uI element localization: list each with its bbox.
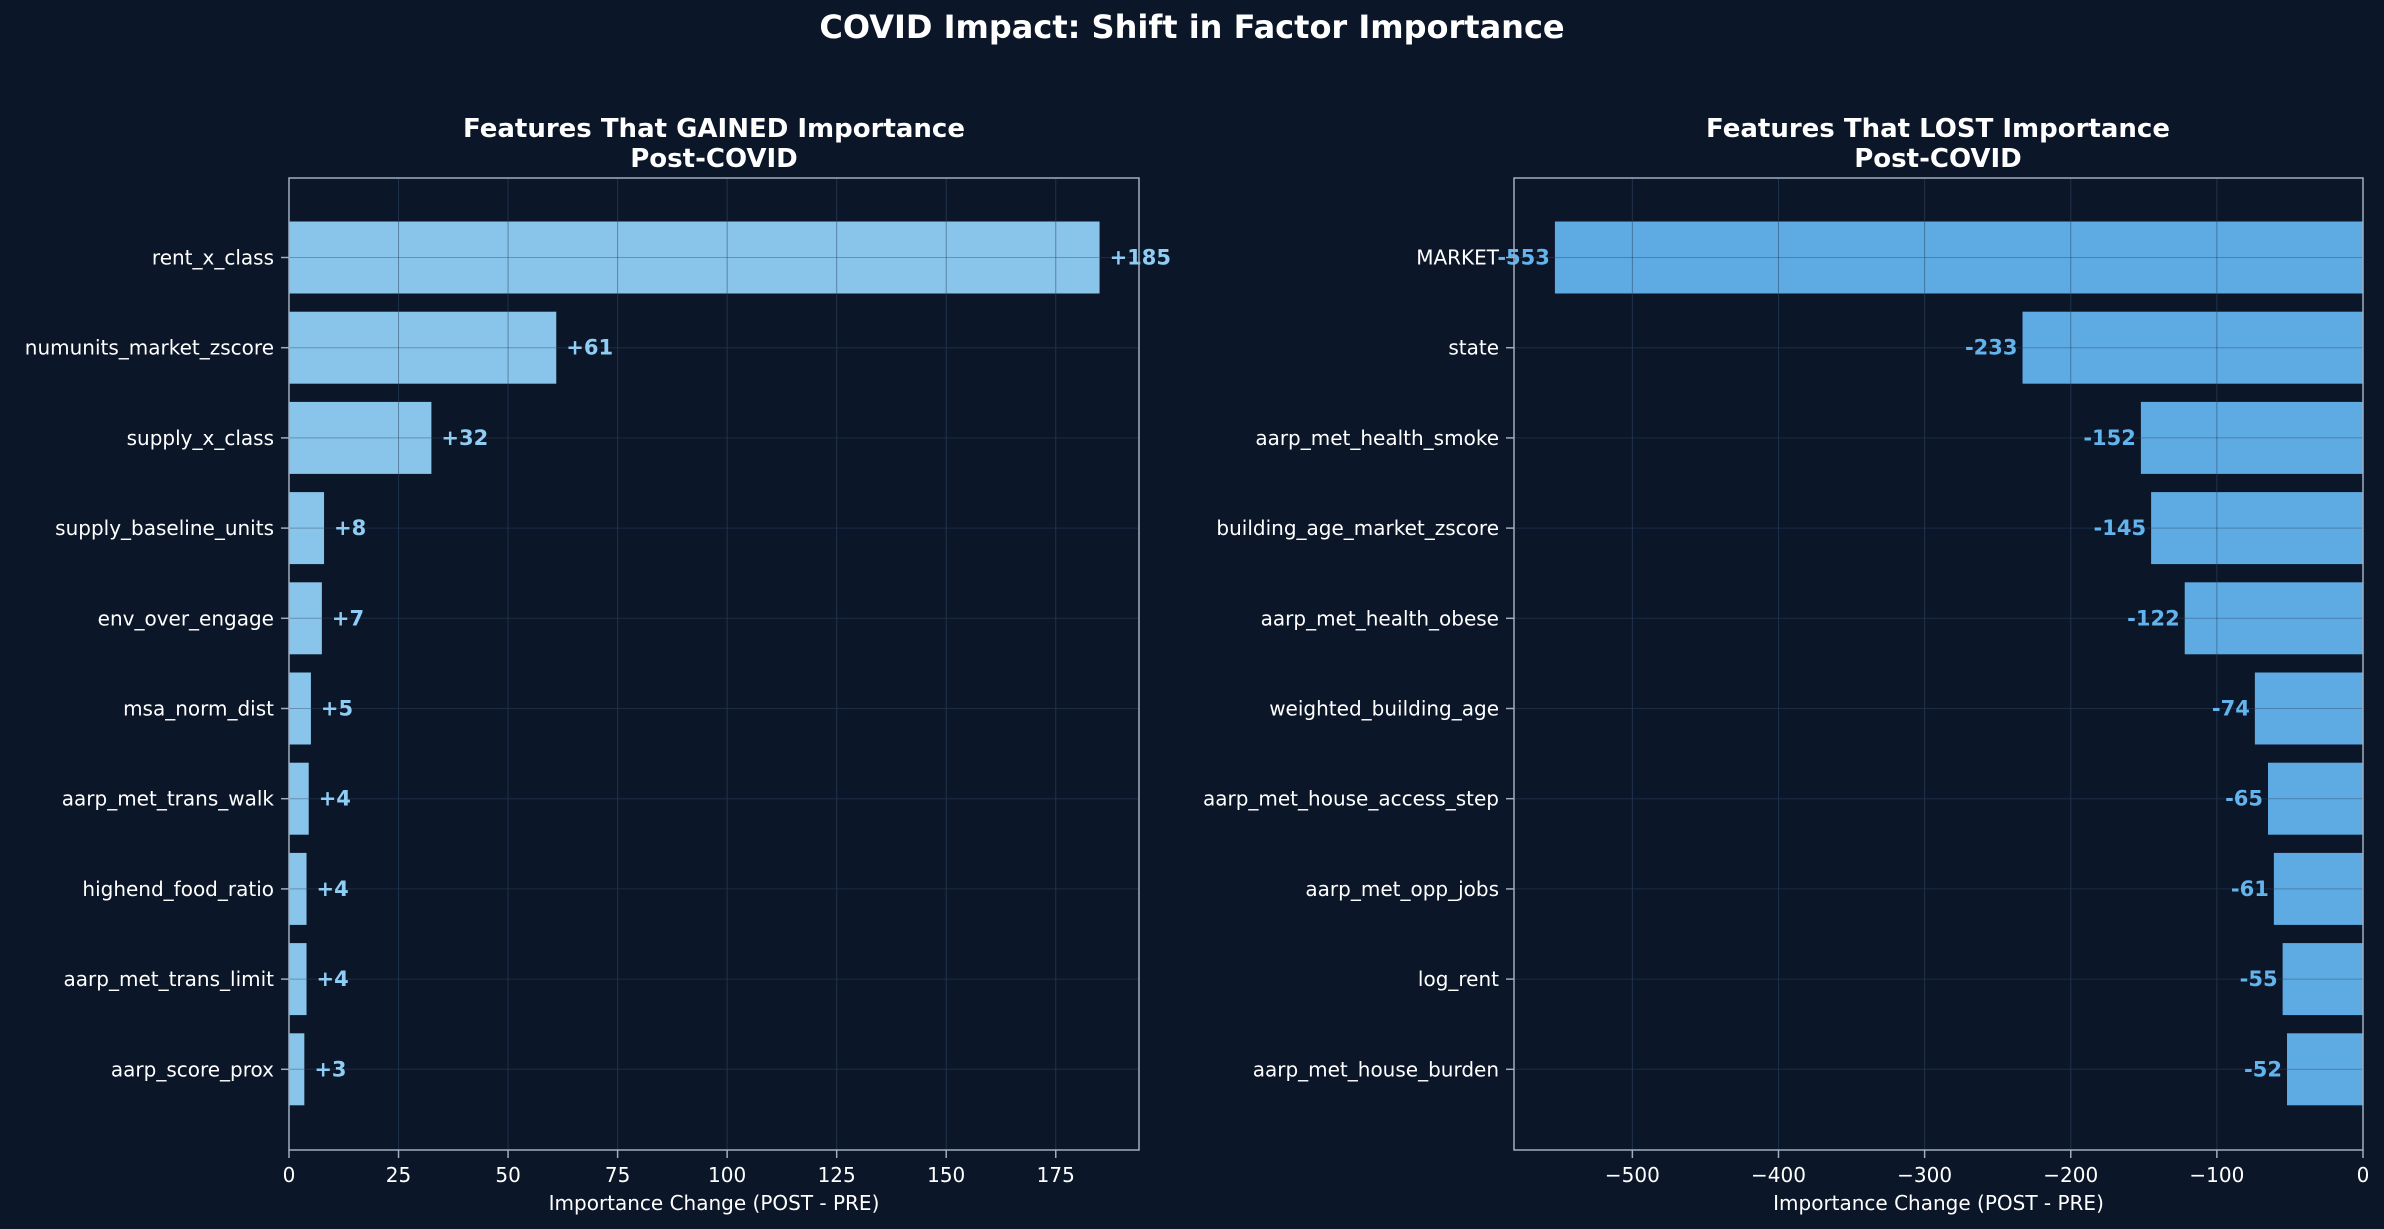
- figure-title: COVID Impact: Shift in Factor Importance: [819, 8, 1564, 46]
- bar-aarp_met_trans_limit: [289, 943, 307, 1016]
- x-tick-label: −500: [1605, 1163, 1660, 1187]
- data-label: +4: [319, 787, 351, 811]
- x-tick-label: 150: [927, 1163, 965, 1187]
- bar-state: [2022, 311, 2363, 384]
- bar-numunits_market_zscore: [289, 311, 557, 384]
- x-tick-label: 125: [818, 1163, 856, 1187]
- data-label: -152: [2083, 426, 2136, 450]
- category-label: MARKET: [1416, 246, 1500, 270]
- gained-chart-title: Post-COVID: [630, 144, 797, 174]
- gained-importance-chart: Features That GAINED ImportancePost-COVI…: [25, 114, 1171, 1215]
- data-label: +8: [334, 516, 366, 540]
- bar-aarp_met_opp_jobs: [2273, 852, 2363, 925]
- category-label: aarp_met_health_obese: [1261, 606, 1499, 630]
- category-label: msa_norm_dist: [123, 697, 274, 721]
- data-label: +61: [566, 336, 613, 360]
- lost-chart-title: Post-COVID: [1854, 144, 2021, 174]
- bar-aarp_score_prox: [289, 1033, 305, 1106]
- x-tick-label: 0: [2357, 1163, 2370, 1187]
- bar-highend_food_ratio: [289, 852, 307, 925]
- data-label: -122: [2127, 606, 2180, 630]
- data-label: +5: [321, 697, 353, 721]
- bar-msa_norm_dist: [289, 672, 311, 745]
- bar-rent_x_class: [289, 221, 1100, 294]
- bar-supply_x_class: [289, 401, 432, 474]
- axes-frame: [1513, 177, 2364, 1151]
- category-label: aarp_score_prox: [111, 1057, 274, 1081]
- data-label: +7: [332, 606, 364, 630]
- bar-building_age_market_zscore: [2151, 492, 2363, 565]
- x-tick-label: 100: [708, 1163, 746, 1187]
- data-label: -61: [2231, 877, 2269, 901]
- category-label: aarp_met_house_burden: [1253, 1057, 1499, 1081]
- category-label: rent_x_class: [152, 246, 274, 270]
- data-label: -233: [1965, 336, 2018, 360]
- data-label: -145: [2094, 516, 2147, 540]
- category-label: aarp_met_health_smoke: [1255, 426, 1499, 450]
- data-label: -553: [1497, 246, 1550, 270]
- x-tick-label: 75: [605, 1163, 630, 1187]
- x-tick-label: −200: [2043, 1163, 2098, 1187]
- x-tick-label: 25: [386, 1163, 411, 1187]
- gained-chart-title: Features That GAINED Importance: [463, 114, 965, 144]
- x-axis-label: Importance Change (POST - PRE): [549, 1191, 880, 1215]
- category-label: env_over_engage: [98, 606, 274, 630]
- category-label: highend_food_ratio: [82, 877, 274, 901]
- data-label: +4: [317, 877, 349, 901]
- bar-env_over_engage: [289, 582, 322, 655]
- data-label: -74: [2212, 697, 2250, 721]
- category-label: aarp_met_trans_limit: [64, 967, 275, 991]
- bar-aarp_met_health_smoke: [2140, 401, 2363, 474]
- lost-chart-title: Features That LOST Importance: [1706, 114, 2170, 144]
- bar-log_rent: [2282, 943, 2363, 1016]
- bar-aarp_met_house_burden: [2287, 1033, 2363, 1106]
- x-tick-label: −100: [2189, 1163, 2244, 1187]
- data-label: +3: [314, 1057, 346, 1081]
- category-label: aarp_met_opp_jobs: [1305, 877, 1499, 901]
- category-label: weighted_building_age: [1269, 697, 1499, 721]
- category-label: supply_x_class: [127, 426, 274, 450]
- bar-aarp_met_house_access_step: [2268, 762, 2363, 835]
- bar-aarp_met_health_obese: [2184, 582, 2363, 655]
- bar-weighted_building_age: [2254, 672, 2363, 745]
- x-tick-label: −300: [1897, 1163, 1952, 1187]
- axes-frame: [288, 177, 1140, 1151]
- category-label: supply_baseline_units: [55, 516, 274, 540]
- bar-MARKET: [1554, 221, 2363, 294]
- x-axis-label: Importance Change (POST - PRE): [1773, 1191, 2104, 1215]
- data-label: -65: [2225, 787, 2263, 811]
- category-label: state: [1448, 336, 1499, 360]
- data-label: +185: [1110, 246, 1171, 270]
- x-tick-label: −400: [1751, 1163, 1806, 1187]
- category-label: aarp_met_house_access_step: [1203, 787, 1499, 811]
- category-label: numunits_market_zscore: [25, 336, 274, 360]
- data-label: -55: [2240, 967, 2278, 991]
- bar-supply_baseline_units: [289, 492, 325, 565]
- bar-aarp_met_trans_walk: [289, 762, 309, 835]
- x-tick-label: 175: [1037, 1163, 1075, 1187]
- data-label: +4: [317, 967, 349, 991]
- category-label: log_rent: [1418, 967, 1499, 991]
- category-label: aarp_met_trans_walk: [62, 787, 275, 811]
- x-tick-label: 50: [495, 1163, 520, 1187]
- data-label: -52: [2244, 1057, 2282, 1081]
- data-label: +32: [441, 426, 488, 450]
- x-tick-label: 0: [283, 1163, 296, 1187]
- category-label: building_age_market_zscore: [1216, 516, 1499, 540]
